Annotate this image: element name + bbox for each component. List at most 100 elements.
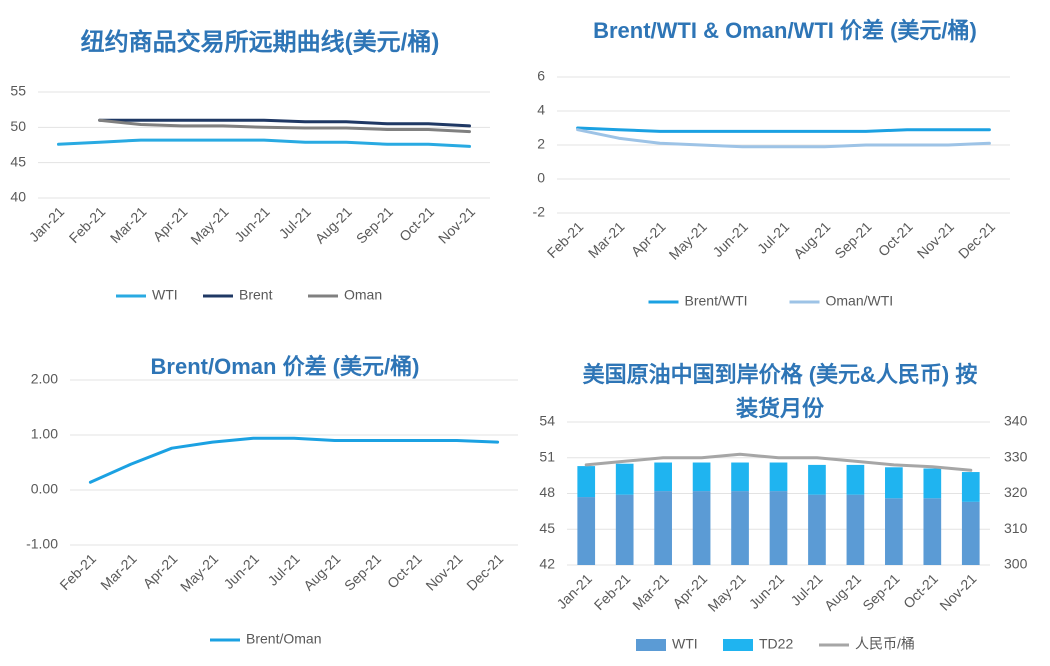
line	[98, 118, 471, 134]
x-tick-label: Oct-21	[396, 203, 437, 244]
bar	[731, 462, 749, 492]
y-tick-label: 40	[10, 189, 26, 205]
x-tick-label: Apr-21	[140, 550, 181, 591]
y-tick-label: 50	[10, 118, 26, 134]
chart-title: Brent/Oman 价差 (美元/桶)	[150, 354, 420, 379]
x-tick-label: Jul-21	[276, 203, 314, 241]
bar	[731, 491, 749, 565]
y2-tick-label: 340	[1004, 413, 1028, 429]
legend-label: 人民币/桶	[855, 636, 915, 652]
x-tick-label: Jul-21	[754, 218, 792, 256]
bar	[577, 466, 596, 498]
x-tick-label: Mar-21	[629, 570, 672, 613]
y-tick-label: 42	[539, 556, 555, 572]
x-tick-label: Aug-21	[300, 550, 343, 593]
x-tick-label: Jun-21	[746, 570, 788, 612]
x-tick-label: Nov-21	[422, 550, 465, 593]
bar	[961, 501, 980, 565]
x-tick-label: Jul-21	[787, 570, 825, 608]
x-tick-label: Sep-21	[831, 218, 874, 261]
x-tick-label: Jun-21	[231, 203, 273, 245]
bar	[808, 464, 826, 495]
x-tick-label: Feb-21	[591, 570, 634, 613]
bar	[923, 468, 942, 499]
line	[57, 138, 471, 148]
legend-label: Oman	[344, 287, 382, 303]
bar	[577, 497, 596, 565]
line	[88, 436, 500, 484]
y2-tick-label: 320	[1004, 484, 1028, 500]
y-tick-label: 2	[537, 136, 545, 152]
x-tick-label: Apr-21	[669, 570, 710, 611]
x-tick-label: Sep-21	[859, 570, 902, 613]
bar	[961, 472, 980, 502]
legend-label: Brent/WTI	[685, 293, 748, 309]
x-tick-label: Jul-21	[264, 550, 302, 588]
y-tick-label: -2	[533, 204, 546, 220]
line	[98, 118, 471, 128]
y-tick-label: 45	[10, 153, 26, 169]
x-tick-label: Oct-21	[384, 550, 425, 591]
legend-label: Brent	[239, 287, 273, 303]
x-tick-label: May-21	[704, 570, 748, 614]
x-tick-label: Sep-21	[353, 203, 396, 246]
legend-label: TD22	[759, 636, 793, 652]
x-tick-label: Feb-21	[544, 218, 587, 261]
y2-tick-label: 330	[1004, 448, 1028, 464]
x-tick-label: Jun-21	[709, 218, 751, 260]
x-tick-label: Apr-21	[628, 218, 669, 259]
x-tick-label: Aug-21	[790, 218, 833, 261]
x-tick-label: Aug-21	[821, 570, 864, 613]
chart-title: Brent/WTI & Oman/WTI 价差 (美元/桶)	[593, 18, 977, 43]
x-tick-label: Mar-21	[97, 550, 140, 593]
bar	[654, 462, 672, 492]
y-tick-label: -1.00	[26, 536, 58, 552]
y2-tick-label: 310	[1004, 520, 1028, 536]
x-tick-label: Nov-21	[914, 218, 957, 261]
chart-title: 美国原油中国到岸价格 (美元&人民币) 按装货月份	[582, 362, 978, 421]
bar	[846, 464, 865, 495]
y-tick-label: 51	[539, 448, 555, 464]
legend-label: Brent/Oman	[246, 631, 321, 647]
bar	[923, 498, 942, 565]
y-tick-label: 55	[10, 83, 26, 99]
x-tick-label: Feb-21	[66, 203, 109, 246]
bar	[769, 491, 788, 565]
y-tick-label: 1.00	[31, 426, 58, 442]
y-tick-label: 2.00	[31, 371, 58, 387]
bar	[692, 491, 711, 565]
x-tick-label: Dec-21	[955, 218, 998, 261]
y-tick-label: 6	[537, 68, 545, 84]
y-tick-label: 4	[537, 102, 545, 118]
y2-tick-label: 300	[1004, 556, 1028, 572]
x-tick-label: Sep-21	[341, 550, 384, 593]
line	[584, 452, 973, 472]
x-tick-label: May-21	[177, 550, 221, 594]
y-tick-label: 54	[539, 413, 555, 429]
chart-title: 纽约商品交易所远期曲线(美元/桶)	[80, 29, 440, 56]
x-tick-label: Mar-21	[585, 218, 628, 261]
bar	[846, 494, 865, 565]
x-tick-label: Nov-21	[936, 570, 979, 613]
x-tick-label: Oct-21	[875, 218, 916, 259]
legend-label: WTI	[672, 636, 698, 652]
x-tick-label: Jan-21	[26, 203, 68, 245]
x-tick-label: Jan-21	[553, 570, 595, 612]
bar	[769, 462, 788, 492]
legend-swatch	[636, 639, 666, 651]
bar	[808, 494, 826, 565]
y-tick-label: 45	[539, 520, 555, 536]
y-tick-label: 48	[539, 484, 555, 500]
bar	[654, 491, 672, 565]
line	[576, 126, 991, 133]
x-tick-label: Apr-21	[150, 203, 191, 244]
x-tick-label: Jun-21	[220, 550, 262, 592]
x-tick-label: May-21	[187, 203, 231, 247]
legend-label: WTI	[152, 287, 178, 303]
bar	[885, 498, 903, 565]
x-tick-label: Aug-21	[312, 203, 355, 246]
bar	[692, 462, 711, 492]
x-tick-label: Dec-21	[463, 550, 506, 593]
